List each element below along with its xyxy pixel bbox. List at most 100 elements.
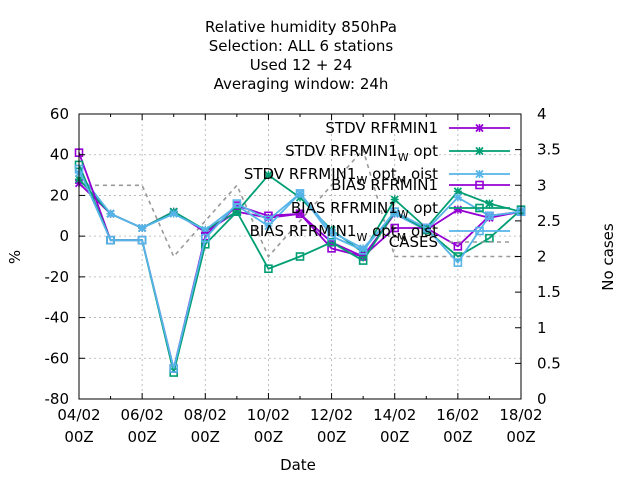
y2-tick-label: 0: [537, 390, 547, 408]
legend-label-part: opt: [367, 222, 396, 240]
legend-label-part: W: [356, 174, 367, 187]
data-point: [327, 231, 336, 241]
x-tick-label: 00Z: [254, 428, 283, 446]
y-tick-label: -20: [45, 268, 70, 286]
legend-label-part: BIAS RFRMIN1: [331, 176, 438, 194]
legend-label-part: opt: [409, 142, 438, 160]
legend-label-part: oist: [406, 222, 438, 240]
data-point: [475, 180, 484, 190]
axes: -80 -60 -40 -20 0 20 40 60 0 0.5 1 1.5 2 2.5 3 3.5 4 04/0…: [6, 105, 617, 474]
legend-label-part: CASES: [389, 233, 438, 251]
legend-label: BIAS RFRMIN1: [331, 176, 438, 194]
y2-tick-label: 2.5: [537, 212, 561, 230]
data-point: [453, 258, 463, 267]
data-point: [264, 215, 273, 225]
legend-label-part: STDV RFRMIN1: [244, 165, 357, 183]
y-tick-label: 20: [50, 186, 69, 204]
legend-label-part: STDV RFRMIN1: [325, 119, 438, 137]
y2-tick-label: 3: [537, 176, 547, 194]
title-line: Averaging window: 24h: [214, 75, 389, 93]
y2-tick-label: 4: [537, 105, 547, 123]
title-line: Selection: ALL 6 stations: [209, 37, 394, 55]
data-point: [295, 252, 305, 261]
data-point: [390, 207, 400, 217]
legend-label-part: M: [397, 231, 407, 244]
legend-label: BIAS RFRMIN1W optM oist: [250, 222, 439, 244]
series-line: [79, 147, 521, 258]
legend-label-part: opt: [367, 165, 396, 183]
data-point: [137, 235, 147, 245]
data-point: [358, 246, 368, 255]
x-tick-label: 00Z: [443, 428, 472, 446]
legend-entry: STDV RFRMIN1W opt: [285, 142, 510, 164]
data-point: [390, 223, 400, 233]
x-tick-label: 14/02: [373, 406, 416, 424]
y2-axis-label: No cases: [599, 223, 617, 291]
legend-entry: CASES: [389, 233, 510, 251]
x-tick-label: 08/02: [184, 406, 227, 424]
x-tick-label: 00Z: [64, 428, 93, 446]
legend-entry: BIAS RFRMIN1W opt: [291, 199, 510, 221]
data-point: [295, 209, 305, 219]
y-tick-label: 40: [50, 146, 69, 164]
legend-label-part: W: [398, 208, 409, 221]
data-point: [200, 233, 210, 243]
legend-label-part: BIAS RFRMIN1: [250, 222, 357, 240]
series-lines: [74, 147, 526, 377]
legend-label: CASES: [389, 233, 438, 251]
y-tick-label: -60: [45, 349, 70, 367]
title-line: Used 12 + 24: [250, 56, 353, 74]
y-tick-label: -80: [45, 390, 70, 408]
data-point: [327, 237, 336, 247]
x-tick-label: 16/02: [436, 406, 479, 424]
y-tick-label: -40: [45, 309, 70, 327]
legend-entry: BIAS RFRMIN1: [331, 176, 510, 194]
legend-label-part: STDV RFRMIN1: [285, 142, 398, 160]
y-axis-label: %: [6, 250, 24, 264]
data-point: [421, 223, 431, 233]
data-point: [106, 235, 115, 245]
series-line: [78, 168, 522, 369]
data-point: [295, 189, 305, 198]
legend-entry: STDV RFRMIN1: [325, 119, 510, 137]
legend-entry: BIAS RFRMIN1W optM oist: [250, 222, 510, 244]
data-point: [232, 207, 242, 217]
series-6: [79, 147, 521, 258]
x-tick-label: 10/02: [247, 406, 290, 424]
y-tick-label: 0: [59, 227, 69, 245]
data-point: [475, 226, 484, 236]
x-tick-label: 00Z: [380, 428, 409, 446]
y2-tick-label: 2: [537, 248, 547, 266]
data-point: [327, 244, 336, 253]
x-tick-label: 12/02: [310, 406, 353, 424]
x-tick-label: 00Z: [317, 428, 346, 446]
x-tick-label: 00Z: [191, 428, 220, 446]
data-point: [232, 199, 242, 208]
legend-label-part: W: [356, 231, 367, 244]
legend-label-part: M: [397, 174, 407, 187]
x-axis-label: Date: [280, 456, 316, 474]
legend-label: STDV RFRMIN1: [325, 119, 438, 137]
y-tick-label: 60: [50, 105, 69, 123]
legend-label: STDV RFRMIN1W optM oist: [244, 165, 438, 187]
data-point: [169, 364, 179, 373]
data-point: [485, 211, 494, 221]
legend-label: BIAS RFRMIN1W opt: [291, 199, 438, 221]
x-tick-label: 04/02: [57, 406, 100, 424]
y2-tick-label: 1: [537, 319, 547, 337]
title-line: Relative humidity 850hPa: [205, 18, 397, 36]
y2-tick-label: 0.5: [537, 354, 561, 372]
x-tick-label: 00Z: [127, 428, 156, 446]
data-point: [264, 264, 273, 274]
y2-tick-label: 1.5: [537, 283, 561, 301]
data-point: [453, 242, 463, 251]
legend-entry: STDV RFRMIN1W optM oist: [244, 165, 510, 187]
legend-label-part: opt: [409, 199, 438, 217]
data-point: [475, 203, 484, 213]
legend-label: STDV RFRMIN1W opt: [285, 142, 438, 164]
y2-tick-label: 3.5: [537, 141, 561, 159]
legend-label-part: W: [398, 151, 409, 164]
